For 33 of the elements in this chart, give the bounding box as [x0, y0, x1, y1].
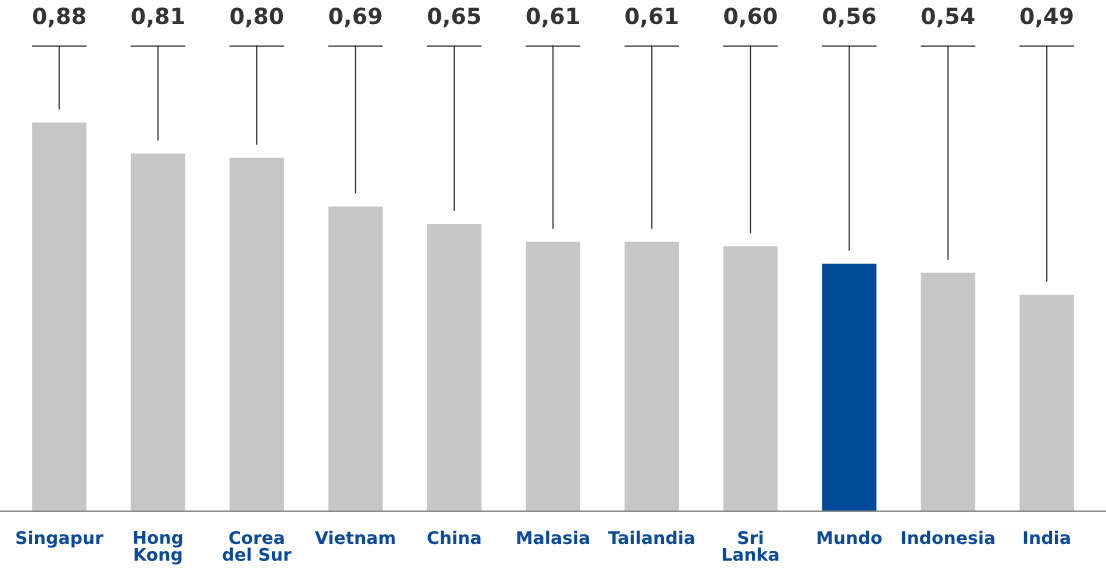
- x-tick-label: Malasia: [517, 530, 589, 545]
- x-tick-label: Tailandia: [608, 530, 695, 545]
- bar: [624, 241, 679, 512]
- bar: [723, 246, 778, 512]
- bar: [32, 122, 87, 512]
- data-label: 0,54: [921, 7, 975, 28]
- bar: [920, 272, 976, 512]
- bar: [1019, 294, 1074, 512]
- bar: [229, 157, 284, 512]
- data-label: 0,80: [230, 7, 284, 28]
- x-tick-label: Vietnam: [314, 530, 395, 545]
- data-label: 0,81: [131, 7, 184, 28]
- data-label: 0,61: [526, 7, 579, 28]
- bar: [525, 241, 581, 512]
- x-tick-label: China: [427, 530, 481, 545]
- x-tick-label: Mundo: [817, 530, 882, 545]
- bar: [328, 206, 383, 512]
- data-label: 0,65: [427, 7, 481, 28]
- data-label: 0,61: [625, 7, 678, 28]
- data-label: 0,60: [724, 7, 777, 28]
- x-tick-label: Singapur: [16, 530, 104, 548]
- data-label: 0,49: [1020, 7, 1073, 28]
- bar: [427, 224, 482, 512]
- x-tick-label: Indonesia: [901, 530, 995, 545]
- bar: [130, 153, 186, 512]
- bar: [822, 263, 877, 512]
- data-label: 0,88: [32, 7, 86, 28]
- x-tick-label: Hong Kong: [133, 531, 183, 565]
- x-tick-label: Sri Lanka: [722, 530, 779, 561]
- data-label: 0,69: [329, 7, 382, 28]
- x-tick-label: Corea del Sur: [222, 531, 292, 561]
- x-tick-label: India: [1023, 530, 1070, 545]
- data-label: 0,56: [822, 7, 876, 28]
